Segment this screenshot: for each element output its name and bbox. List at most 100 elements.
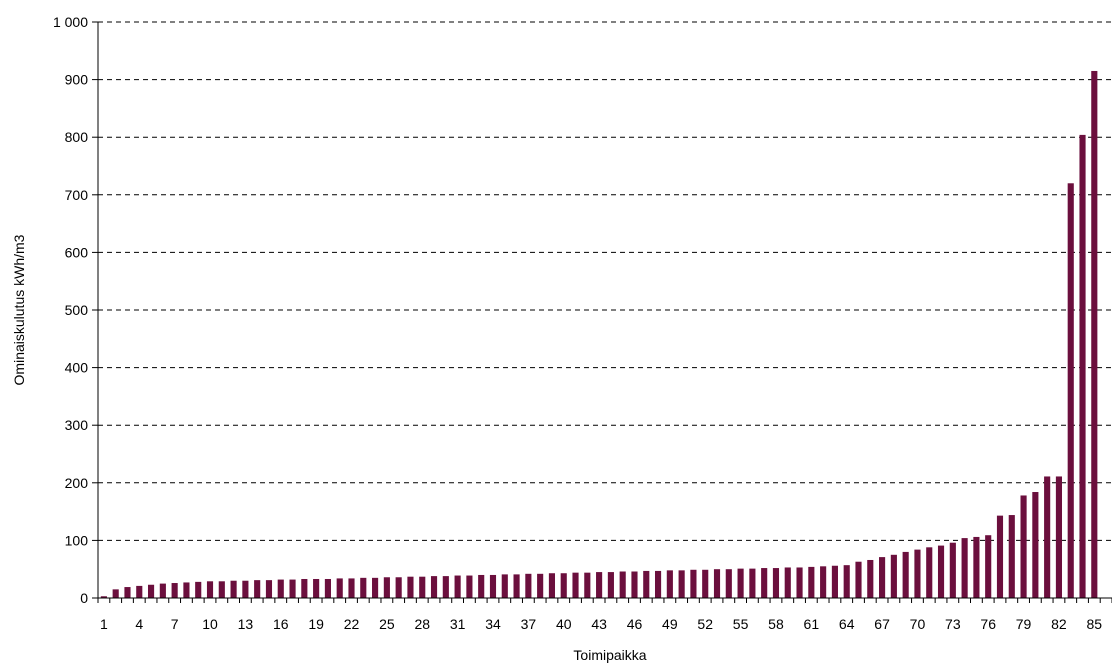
x-tick-label: 4 [135,616,143,632]
bar [961,538,968,598]
x-tick-labels: 1 4 7 10 13 16 19 22 25 28 31 34 37 40 43 46 49 52 55 58 61 6… [100,616,1102,632]
bar [501,574,508,598]
x-tick-label: 22 [344,616,360,632]
bar [395,577,402,598]
bar [914,549,921,598]
bar [478,574,485,598]
bar [725,569,732,598]
y-tick-label: 500 [65,302,89,318]
bar [560,573,567,598]
bar [643,570,650,598]
y-tick-label: 800 [65,129,89,145]
bar [808,566,815,598]
bar [996,515,1004,598]
bar [548,573,556,598]
x-axis-title: Toimipaikka [573,647,646,663]
bar [843,565,850,598]
bar [855,561,862,598]
x-tick-label: 19 [308,616,324,632]
y-tick-labels: 0 100 200 300 400 500 600 700 800 900 1 000 [53,14,88,606]
bar [419,576,426,598]
bar [265,580,273,598]
x-tick-label: 16 [273,616,289,632]
bar [537,573,544,598]
y-tick-label: 400 [65,360,89,376]
y-tick-label: 0 [80,590,88,606]
bar [867,559,874,598]
x-tick-label: 46 [627,616,643,632]
bar [831,565,838,598]
bar [1044,476,1051,598]
bar [879,557,886,598]
bar [1091,70,1098,598]
bar [678,570,685,598]
bar [242,580,249,598]
bar [407,576,414,598]
bar [171,583,178,598]
x-tick-label: 28 [414,616,430,632]
bar [230,580,237,598]
x-tick-label: 73 [945,616,961,632]
bar [159,583,166,598]
bar [147,584,155,598]
gridlines [98,21,1112,541]
x-tick-label: 61 [804,616,820,632]
bar [631,571,638,598]
bar [324,578,331,598]
y-tick-label: 1 000 [53,14,88,30]
bar [902,551,909,598]
x-tick-label: 76 [980,616,996,632]
bar [206,581,214,598]
x-tick-label: 64 [839,616,855,632]
axes [92,21,1112,603]
bar [584,572,591,598]
x-tick-label: 70 [910,616,926,632]
bar [348,578,355,598]
bar [666,570,673,598]
bar [784,567,791,598]
bar [254,580,261,598]
x-tick-label: 52 [697,616,713,632]
x-tick-label: 34 [485,616,501,632]
bar [772,568,780,598]
bar [596,572,603,598]
bar [100,596,107,598]
bar [572,572,579,598]
bar [525,573,532,598]
x-tick-label: 85 [1087,616,1103,632]
x-tick-label: 40 [556,616,572,632]
x-tick-label: 10 [202,616,218,632]
x-tick-label: 43 [591,616,607,632]
bar [796,567,803,598]
bar [607,572,614,598]
y-axis-title: Ominaiskulutus kWh/m3 [11,234,27,385]
bar [195,581,202,598]
bar [1020,495,1027,598]
bar [926,547,933,598]
y-tick-label: 200 [65,475,89,491]
bar [973,536,980,598]
y-tick-label: 100 [65,532,89,548]
x-tick-label: 13 [238,616,254,632]
bar [1032,492,1039,598]
x-tick-label: 82 [1051,616,1067,632]
bar [690,569,697,598]
bar [737,568,744,598]
x-tick-label: 7 [171,616,179,632]
y-tick-label: 700 [65,187,89,203]
bar [985,535,992,598]
y-tick-label: 600 [65,244,89,260]
y-tick-label: 900 [65,72,89,88]
bar [301,578,308,598]
bar [442,576,449,598]
bar [713,569,721,598]
bar [890,554,897,598]
bar [513,574,520,598]
bar [1079,134,1086,598]
bar [454,575,461,598]
bar [383,577,390,598]
bars [100,70,1098,598]
bar [372,577,379,598]
bar [949,542,956,598]
